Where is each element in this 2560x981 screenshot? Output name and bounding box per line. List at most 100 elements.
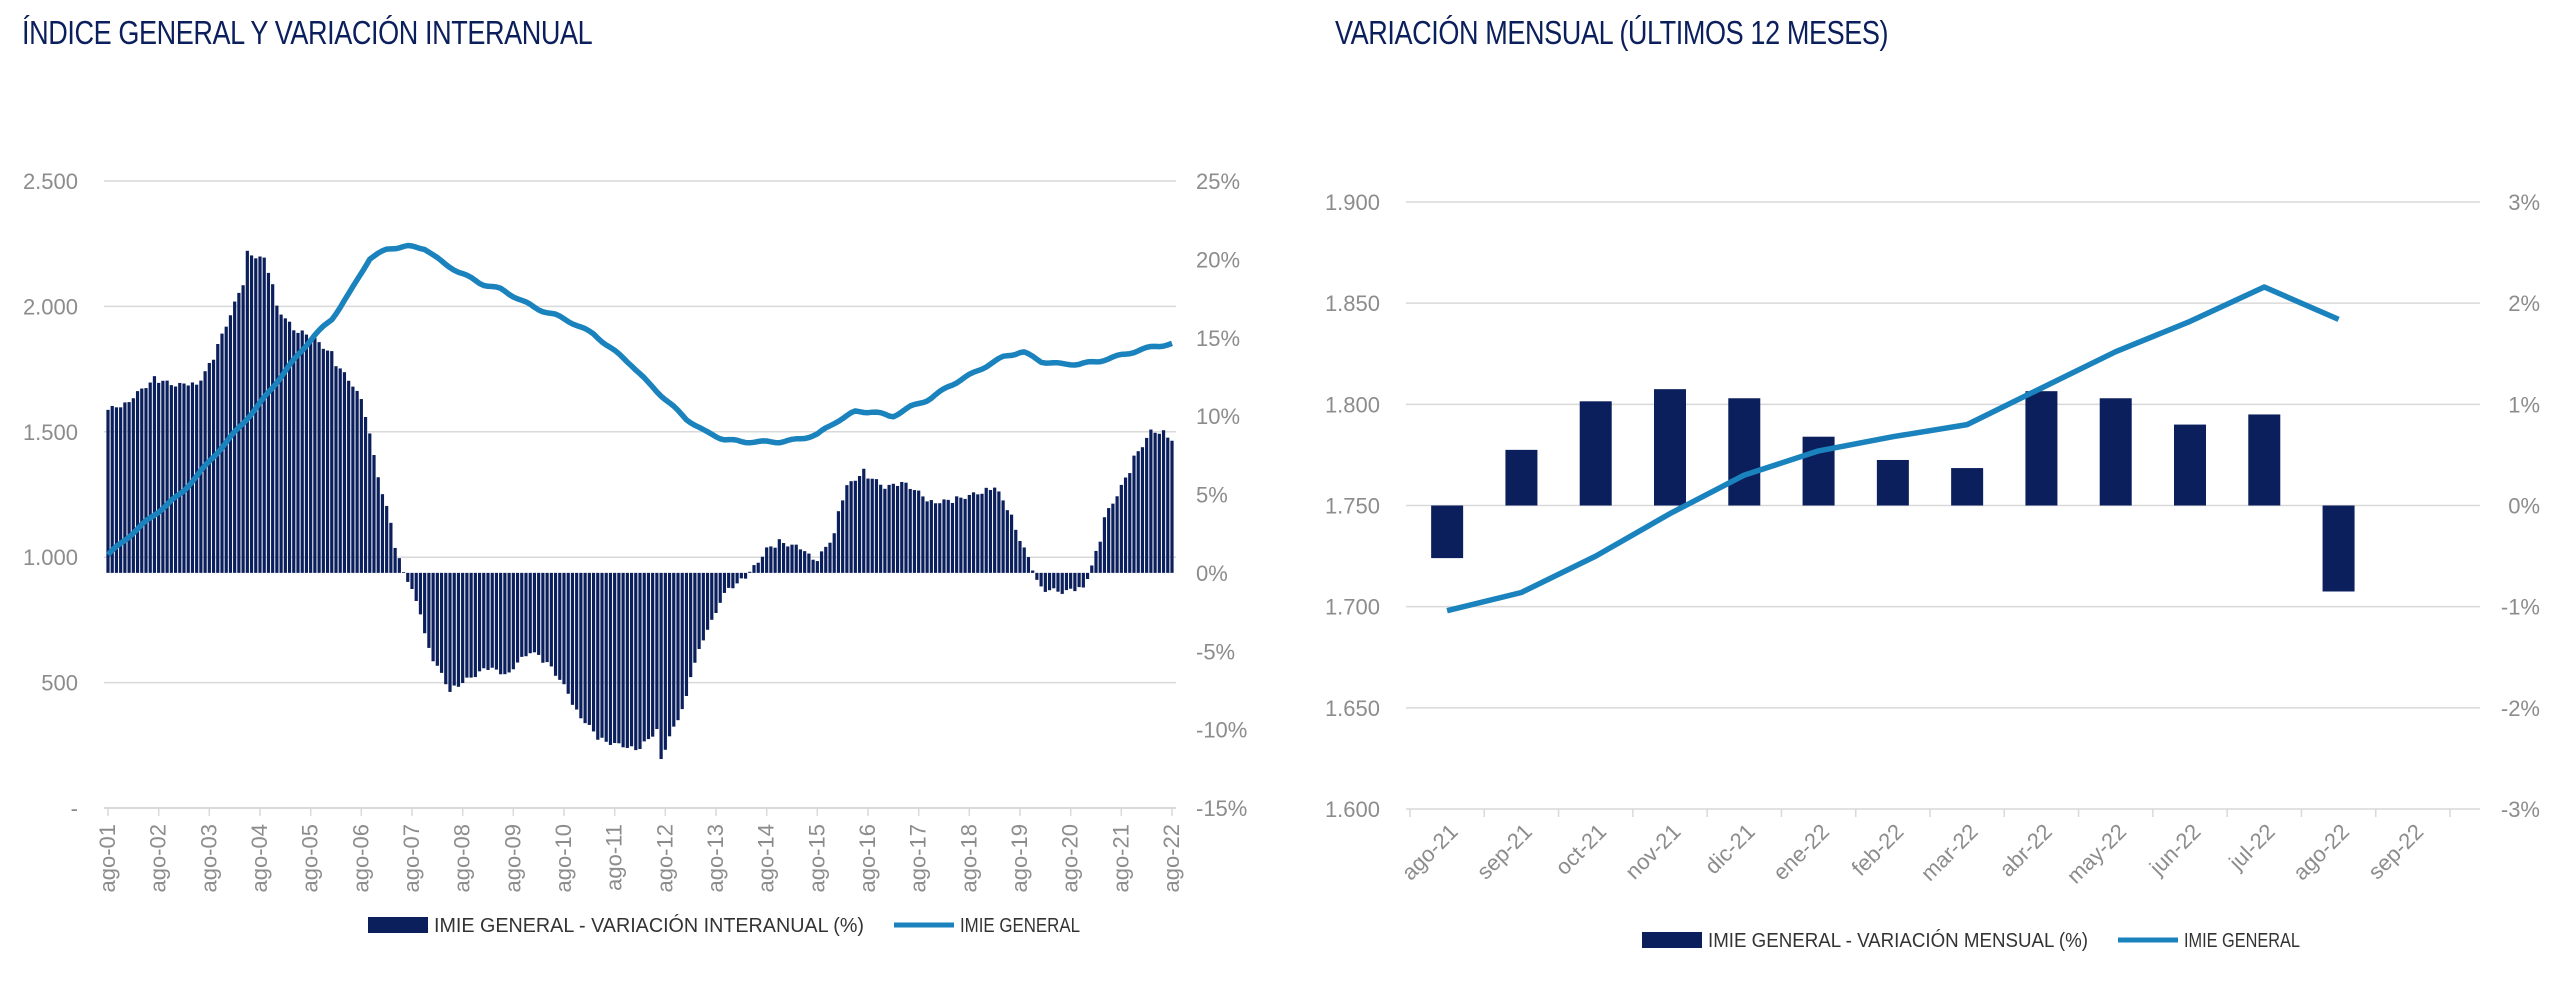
- bar: [359, 399, 363, 573]
- left-axis-tick: 500: [41, 671, 78, 696]
- bar: [524, 572, 528, 657]
- bar: [1026, 557, 1031, 573]
- bar: [1001, 500, 1005, 573]
- bar: [739, 572, 743, 579]
- bar: [587, 572, 591, 725]
- bar: [456, 572, 461, 687]
- bar: [604, 572, 608, 742]
- bar: [946, 499, 950, 573]
- bar: [570, 572, 575, 705]
- right-axis-tick: -15%: [1196, 796, 1247, 821]
- bar: [684, 572, 689, 697]
- bar: [477, 572, 482, 672]
- bar: [845, 485, 849, 573]
- bar: [591, 572, 596, 732]
- bar: [824, 546, 828, 573]
- bar: [988, 489, 993, 573]
- bar: [794, 544, 798, 573]
- bar: [1654, 389, 1686, 506]
- bar: [879, 484, 883, 573]
- bar: [908, 488, 912, 573]
- x-axis-label: ago-03: [196, 824, 221, 893]
- x-axis-label: sep-22: [2363, 819, 2428, 884]
- bar: [849, 481, 853, 573]
- bar: [490, 572, 494, 668]
- bar: [933, 503, 938, 573]
- x-axis-label: jul-22: [2223, 819, 2279, 875]
- x-axis-label: ene-22: [1768, 819, 1834, 885]
- bar: [228, 315, 233, 573]
- right-axis-tick: -10%: [1196, 718, 1247, 743]
- x-axis-label: ago-14: [754, 824, 779, 893]
- bar: [351, 386, 355, 573]
- right-axis-tick: -5%: [1196, 639, 1235, 664]
- x-axis-label: ago-19: [1007, 824, 1032, 893]
- bar: [135, 391, 140, 573]
- bar: [127, 402, 131, 573]
- right-axis-tick: 25%: [1196, 169, 1240, 194]
- bar: [1047, 572, 1052, 591]
- bar: [765, 547, 769, 573]
- bar: [178, 382, 182, 573]
- bar: [275, 305, 279, 573]
- bar: [376, 477, 380, 573]
- x-axis-label: oct-21: [1550, 819, 1611, 880]
- x-axis-label: nov-21: [1620, 819, 1685, 884]
- bar: [2025, 391, 2058, 506]
- bar: [245, 250, 249, 573]
- bar: [511, 572, 515, 670]
- bar: [917, 490, 921, 573]
- bar: [368, 433, 372, 573]
- bar: [241, 285, 245, 573]
- bar: [756, 562, 760, 573]
- bar: [448, 572, 452, 692]
- x-axis-label: ago-17: [906, 824, 931, 893]
- x-axis-label: jun-22: [2144, 819, 2206, 881]
- bar: [1094, 550, 1098, 573]
- bar: [655, 572, 659, 729]
- x-axis-label: feb-22: [1847, 819, 1909, 881]
- x-axis-label: may-22: [2062, 819, 2132, 889]
- bar: [663, 572, 667, 750]
- x-axis-label: ago-07: [399, 824, 424, 893]
- bar: [423, 572, 427, 634]
- bar: [583, 572, 587, 724]
- bar: [769, 546, 773, 573]
- bar: [469, 572, 473, 678]
- legend-swatch-bar: [368, 917, 428, 933]
- x-axis-label: ago-02: [146, 824, 171, 893]
- bar: [836, 511, 841, 573]
- bar: [330, 351, 334, 573]
- bar: [380, 494, 385, 573]
- bar: [1728, 398, 1761, 506]
- bar: [731, 572, 735, 589]
- bar: [292, 330, 296, 573]
- bar: [870, 478, 874, 573]
- bar: [803, 551, 807, 573]
- right-axis-tick: 0%: [2508, 494, 2540, 519]
- bar: [929, 500, 933, 573]
- bar: [718, 572, 722, 603]
- x-axis-label: ago-22: [1159, 824, 1184, 893]
- line-series: [105, 242, 1173, 557]
- bar: [1064, 572, 1069, 591]
- x-axis-label: ago-18: [956, 824, 981, 893]
- bar: [220, 333, 224, 573]
- bar: [710, 572, 714, 620]
- bar: [401, 572, 406, 573]
- bar: [106, 409, 110, 573]
- bar: [266, 272, 271, 573]
- bar: [237, 292, 241, 573]
- bar: [1102, 517, 1107, 573]
- bar: [325, 350, 330, 573]
- x-axis-label: ago-21: [1108, 824, 1133, 893]
- bar: [279, 314, 283, 573]
- bar: [503, 572, 507, 675]
- bar: [207, 362, 211, 573]
- bar: [638, 572, 642, 750]
- bar: [680, 572, 684, 710]
- x-axis-label: ago-08: [450, 824, 475, 893]
- bar: [1149, 429, 1153, 573]
- chart-annual: - 500 1.000 1.500 2.000 2.500 -15% -10% -5% 0% 5% 1…: [23, 169, 1247, 937]
- bar: [625, 572, 629, 748]
